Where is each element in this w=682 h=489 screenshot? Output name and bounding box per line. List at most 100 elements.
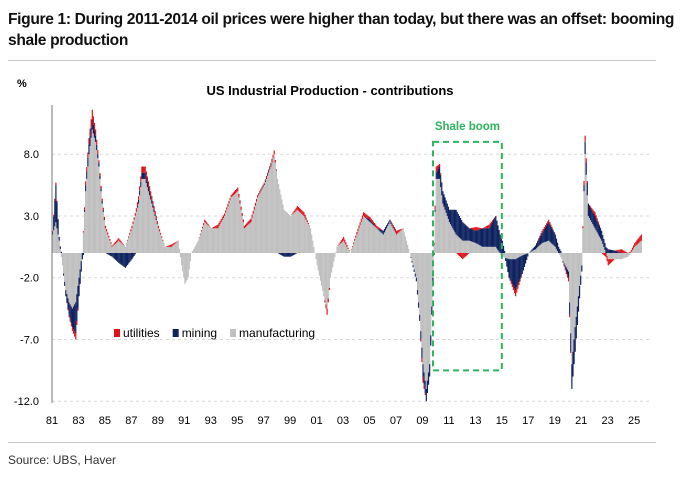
manufacturing-bar xyxy=(350,249,352,253)
utilities-bar xyxy=(292,212,294,214)
manufacturing-bar xyxy=(507,253,509,259)
utilities-bar xyxy=(205,221,207,224)
manufacturing-bar xyxy=(619,253,621,260)
manufacturing-bar xyxy=(300,212,302,253)
manufacturing-bar xyxy=(223,215,226,253)
manufacturing-bar xyxy=(560,253,562,258)
mining-bar xyxy=(392,227,394,229)
utilities-bar xyxy=(265,176,268,178)
manufacturing-bar xyxy=(506,253,508,259)
mining-bar xyxy=(63,273,65,276)
manufacturing-bar xyxy=(297,210,300,253)
utilities-bar xyxy=(434,205,436,210)
utilities-bar xyxy=(399,229,401,232)
manufacturing-bar xyxy=(250,222,252,253)
figure-title: Figure 1: During 2011-2014 oil prices we… xyxy=(8,11,675,49)
mining-bar xyxy=(57,219,59,235)
mining-bar xyxy=(592,211,594,225)
utilities-bar xyxy=(91,109,93,120)
utilities-bar xyxy=(328,287,330,291)
source-divider xyxy=(8,442,656,443)
mining-bar xyxy=(114,253,117,260)
x-tick-label: 85 xyxy=(99,415,111,427)
mining-bar xyxy=(416,290,419,295)
utilities-bar xyxy=(477,227,479,230)
manufacturing-bar xyxy=(144,178,146,253)
x-tick-label: 01 xyxy=(310,415,322,427)
manufacturing-bar xyxy=(126,240,129,253)
manufacturing-bar xyxy=(470,241,473,253)
mining-bar xyxy=(281,253,283,256)
manufacturing-bar xyxy=(137,203,140,253)
utilities-bar xyxy=(115,240,118,243)
manufacturing-bar xyxy=(307,224,309,253)
utilities-bar xyxy=(212,227,215,229)
utilities-bar xyxy=(154,211,156,215)
utilities-bar xyxy=(548,219,550,223)
manufacturing-bar xyxy=(376,228,378,253)
mining-bar xyxy=(484,228,486,247)
utilities-bar xyxy=(225,210,227,213)
manufacturing-bar xyxy=(355,237,357,253)
manufacturing-bar xyxy=(639,241,641,253)
utilities-bar xyxy=(595,215,597,219)
manufacturing-bar xyxy=(232,195,235,253)
manufacturing-bar xyxy=(456,235,458,253)
utilities-bar xyxy=(167,245,169,247)
manufacturing-bar xyxy=(77,253,79,286)
mining-bar xyxy=(547,223,549,242)
manufacturing-bar xyxy=(437,178,440,253)
mining-bar xyxy=(450,209,452,225)
manufacturing-bar xyxy=(603,246,605,253)
manufacturing-bar xyxy=(158,231,161,253)
utilities-bar xyxy=(75,333,77,340)
utilities-bar xyxy=(303,212,305,216)
manufacturing-bar xyxy=(236,192,238,253)
manufacturing-bar xyxy=(543,242,545,253)
mining-bar xyxy=(510,259,512,282)
utilities-bar xyxy=(598,224,601,226)
mining-bar xyxy=(613,250,615,253)
manufacturing-bar xyxy=(214,228,216,253)
y-tick-label: -2.0 xyxy=(20,273,39,285)
manufacturing-bar xyxy=(515,253,517,260)
manufacturing-bar xyxy=(633,248,635,253)
utilities-bar xyxy=(617,249,619,252)
mining-bar xyxy=(603,239,605,247)
manufacturing-bar xyxy=(377,229,379,253)
manufacturing-bar xyxy=(228,203,230,253)
manufacturing-bar xyxy=(468,240,470,253)
utilities-bar xyxy=(609,259,612,264)
mining-bar xyxy=(438,166,441,179)
mining-bar xyxy=(607,249,609,253)
utilities-bar xyxy=(340,240,343,243)
utilities-bar xyxy=(370,218,372,222)
manufacturing-bar xyxy=(235,193,237,253)
manufacturing-bar xyxy=(590,220,592,253)
manufacturing-bar xyxy=(129,234,131,253)
manufacturing-bar xyxy=(398,232,400,253)
manufacturing-bar xyxy=(574,253,576,328)
mining-bar xyxy=(389,219,391,223)
manufacturing-bar xyxy=(56,228,58,253)
utilities-bar xyxy=(248,220,250,225)
utilities-bar xyxy=(54,198,56,201)
utilities-bar xyxy=(615,250,617,251)
manufacturing-bar xyxy=(135,211,137,253)
manufacturing-bar xyxy=(53,230,55,253)
manufacturing-bar xyxy=(253,209,255,253)
utilities-bar xyxy=(92,116,94,125)
manufacturing-bar xyxy=(87,166,89,253)
mining-bar xyxy=(270,165,272,167)
utilities-bar xyxy=(175,241,177,243)
manufacturing-bar xyxy=(178,248,180,253)
manufacturing-bar xyxy=(122,244,124,253)
manufacturing-bar xyxy=(531,251,533,253)
utilities-bar xyxy=(93,122,96,131)
manufacturing-bar xyxy=(348,250,350,253)
manufacturing-bar xyxy=(279,189,281,253)
manufacturing-bar xyxy=(572,253,574,352)
utilities-bar xyxy=(391,223,393,225)
manufacturing-bar xyxy=(620,253,623,260)
manufacturing-bar xyxy=(393,230,395,253)
